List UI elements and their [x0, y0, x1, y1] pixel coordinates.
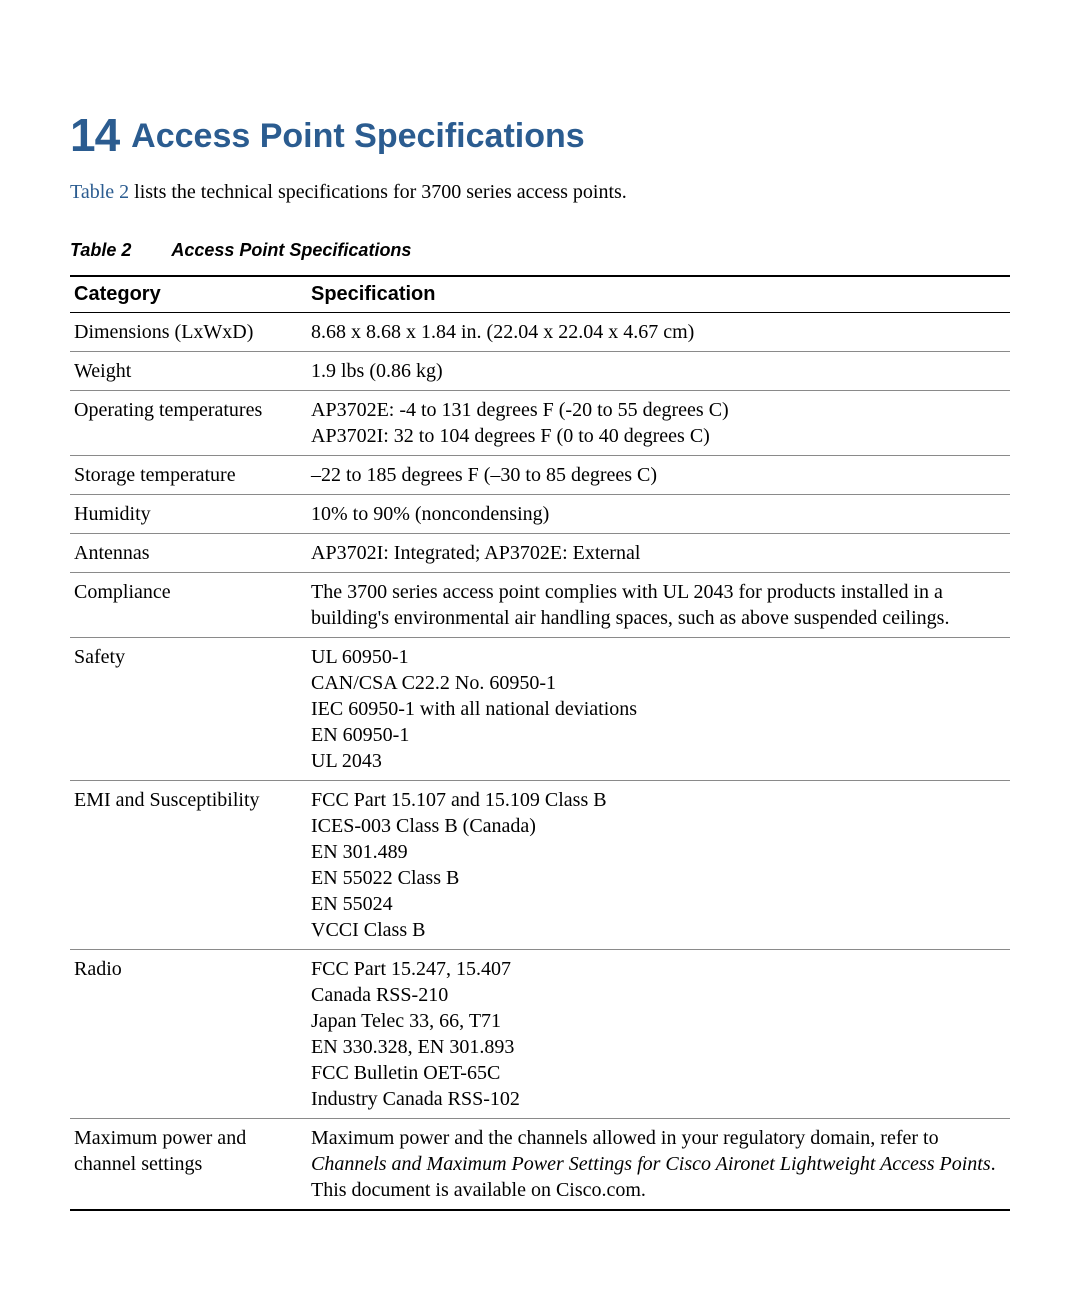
spec-line: EN 55024	[311, 891, 1002, 917]
spec-line: EN 301.489	[311, 839, 1002, 865]
spec-line: Industry Canada RSS-102	[311, 1086, 1002, 1112]
cell-category: Dimensions (LxWxD)	[70, 312, 307, 351]
cell-category: EMI and Susceptibility	[70, 780, 307, 949]
spec-line: FCC Part 15.107 and 15.109 Class B	[311, 787, 1002, 813]
spec-line: –22 to 185 degrees F (–30 to 85 degrees …	[311, 462, 1002, 488]
table-body: Dimensions (LxWxD)8.68 x 8.68 x 1.84 in.…	[70, 312, 1010, 1210]
table-row: Operating temperaturesAP3702E: -4 to 131…	[70, 390, 1010, 455]
spec-line: AP3702I: Integrated; AP3702E: External	[311, 540, 1002, 566]
cell-category: Antennas	[70, 533, 307, 572]
cell-specification: The 3700 series access point complies wi…	[307, 572, 1010, 637]
table-row: SafetyUL 60950-1CAN/CSA C22.2 No. 60950-…	[70, 637, 1010, 780]
spec-line: AP3702E: -4 to 131 degrees F (-20 to 55 …	[311, 397, 1002, 423]
cell-specification: AP3702I: Integrated; AP3702E: External	[307, 533, 1010, 572]
table-row: Storage temperature–22 to 185 degrees F …	[70, 455, 1010, 494]
column-header-specification: Specification	[307, 276, 1010, 313]
table-row: RadioFCC Part 15.247, 15.407Canada RSS-2…	[70, 949, 1010, 1118]
italic-text: Channels and Maximum Power Settings for …	[311, 1153, 991, 1175]
cell-specification: AP3702E: -4 to 131 degrees F (-20 to 55 …	[307, 390, 1010, 455]
spec-line: ICES-003 Class B (Canada)	[311, 813, 1002, 839]
spec-line: AP3702I: 32 to 104 degrees F (0 to 40 de…	[311, 423, 1002, 449]
table-row: Maximum power and channel settingsMaximu…	[70, 1118, 1010, 1210]
spec-line: EN 60950-1	[311, 722, 1002, 748]
spec-line: EN 55022 Class B	[311, 865, 1002, 891]
spec-line: The 3700 series access point complies wi…	[311, 579, 1002, 631]
specifications-table: Category Specification Dimensions (LxWxD…	[70, 275, 1010, 1211]
table-caption-text: Access Point Specifications	[171, 240, 411, 260]
intro-paragraph: Table 2 lists the technical specificatio…	[70, 179, 1010, 206]
spec-line: UL 2043	[311, 748, 1002, 774]
cell-category: Compliance	[70, 572, 307, 637]
spec-line: IEC 60950-1 with all national deviations	[311, 696, 1002, 722]
cell-category: Weight	[70, 351, 307, 390]
cell-specification: FCC Part 15.107 and 15.109 Class BICES-0…	[307, 780, 1010, 949]
section-number: 14	[70, 109, 131, 161]
spec-line: EN 330.328, EN 301.893	[311, 1034, 1002, 1060]
cell-category: Storage temperature	[70, 455, 307, 494]
document-page: 14Access Point Specifications Table 2 li…	[0, 0, 1080, 1311]
section-heading: 14Access Point Specifications	[70, 110, 1010, 161]
table-row: ComplianceThe 3700 series access point c…	[70, 572, 1010, 637]
table-row: Weight1.9 lbs (0.86 kg)	[70, 351, 1010, 390]
cell-specification: FCC Part 15.247, 15.407Canada RSS-210Jap…	[307, 949, 1010, 1118]
spec-line: UL 60950-1	[311, 644, 1002, 670]
cell-specification: UL 60950-1CAN/CSA C22.2 No. 60950-1IEC 6…	[307, 637, 1010, 780]
cell-specification: Maximum power and the channels allowed i…	[307, 1118, 1010, 1210]
cell-category: Safety	[70, 637, 307, 780]
cell-specification: 8.68 x 8.68 x 1.84 in. (22.04 x 22.04 x …	[307, 312, 1010, 351]
spec-line: Canada RSS-210	[311, 982, 1002, 1008]
intro-text: lists the technical specifications for 3…	[129, 181, 627, 203]
spec-line: VCCI Class B	[311, 917, 1002, 943]
cell-specification: 10% to 90% (noncondensing)	[307, 494, 1010, 533]
spec-line: CAN/CSA C22.2 No. 60950-1	[311, 670, 1002, 696]
table-caption-label: Table 2	[70, 240, 171, 260]
table-caption: Table 2Access Point Specifications	[70, 240, 1010, 261]
section-title: Access Point Specifications	[131, 117, 585, 155]
spec-line: FCC Part 15.247, 15.407	[311, 956, 1002, 982]
cell-category: Humidity	[70, 494, 307, 533]
cell-specification: –22 to 185 degrees F (–30 to 85 degrees …	[307, 455, 1010, 494]
cell-category: Maximum power and channel settings	[70, 1118, 307, 1210]
table-row: AntennasAP3702I: Integrated; AP3702E: Ex…	[70, 533, 1010, 572]
table-row: EMI and SusceptibilityFCC Part 15.107 an…	[70, 780, 1010, 949]
cell-specification: 1.9 lbs (0.86 kg)	[307, 351, 1010, 390]
table-reference-link: Table 2	[70, 181, 129, 203]
spec-line: 1.9 lbs (0.86 kg)	[311, 358, 1002, 384]
cell-category: Operating temperatures	[70, 390, 307, 455]
column-header-category: Category	[70, 276, 307, 313]
table-row: Dimensions (LxWxD)8.68 x 8.68 x 1.84 in.…	[70, 312, 1010, 351]
table-header-row: Category Specification	[70, 276, 1010, 313]
text-span: Maximum power and the channels allowed i…	[311, 1127, 939, 1149]
spec-line: Japan Telec 33, 66, T71	[311, 1008, 1002, 1034]
table-row: Humidity10% to 90% (noncondensing)	[70, 494, 1010, 533]
cell-category: Radio	[70, 949, 307, 1118]
spec-line: FCC Bulletin OET-65C	[311, 1060, 1002, 1086]
spec-line: 10% to 90% (noncondensing)	[311, 501, 1002, 527]
spec-line: 8.68 x 8.68 x 1.84 in. (22.04 x 22.04 x …	[311, 319, 1002, 345]
